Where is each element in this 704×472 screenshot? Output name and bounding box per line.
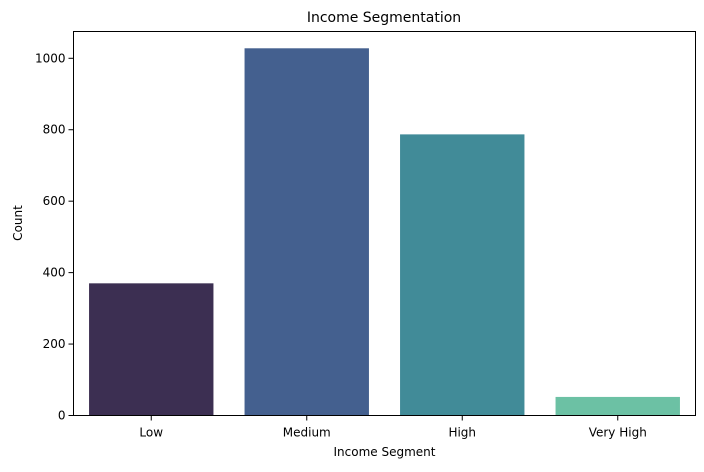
- y-tick-label: 1000: [35, 51, 66, 65]
- y-tick-label: 600: [43, 194, 66, 208]
- x-axis: Low Medium High Very High: [139, 415, 647, 440]
- y-tick-label: 800: [43, 123, 66, 137]
- y-tick-label: 400: [43, 266, 66, 280]
- x-tick-label: Medium: [283, 426, 331, 440]
- bar-high: [400, 134, 525, 416]
- y-axis-label: Count: [11, 205, 25, 241]
- chart-title: Income Segmentation: [307, 10, 461, 26]
- y-axis: 0 200 400 600 800 1000: [35, 51, 74, 423]
- bar-low: [89, 283, 214, 416]
- plot-frame: [73, 31, 696, 416]
- x-tick-label: Very High: [589, 426, 647, 440]
- x-tick-label: Low: [139, 426, 163, 440]
- bars-group: [89, 48, 680, 416]
- bar-medium: [244, 48, 369, 416]
- y-tick-label: 200: [43, 337, 66, 351]
- bar-very-high: [555, 396, 680, 416]
- x-tick-label: High: [448, 426, 476, 440]
- x-axis-label: Income Segment: [334, 445, 436, 459]
- y-tick-label: 0: [58, 409, 66, 423]
